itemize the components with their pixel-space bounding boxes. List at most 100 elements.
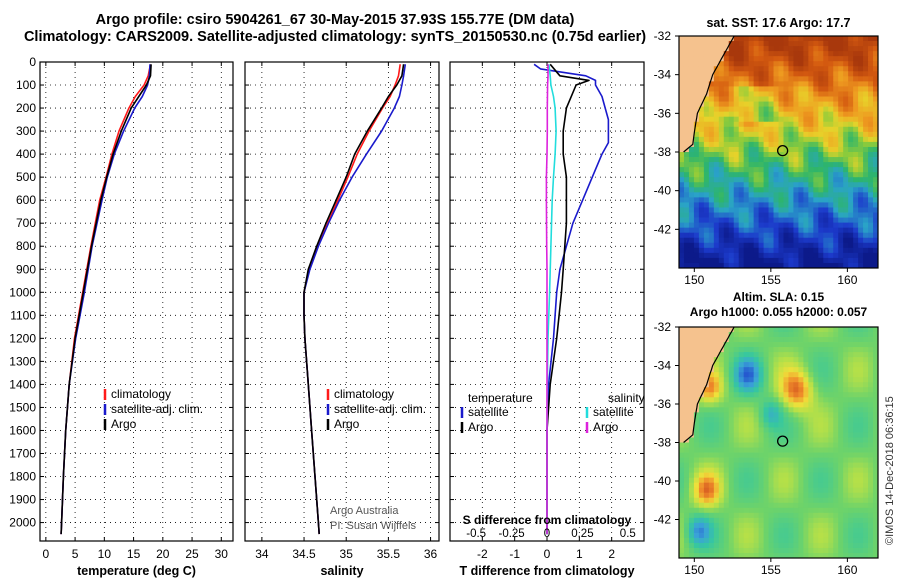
map-cell xyxy=(793,152,799,158)
map-cell xyxy=(713,96,720,102)
map-cell xyxy=(853,342,859,348)
map-cell xyxy=(748,121,755,128)
map-cell xyxy=(703,101,710,108)
map-cell xyxy=(828,452,834,458)
map-cell xyxy=(803,242,809,249)
map-cell xyxy=(838,116,844,123)
map-cell xyxy=(853,357,859,363)
map-cell xyxy=(743,352,750,358)
map-cell xyxy=(693,417,700,423)
map-cell xyxy=(788,352,794,358)
map-cell xyxy=(778,377,784,383)
map-cell xyxy=(713,362,720,368)
map-cell xyxy=(768,497,774,504)
map-cell xyxy=(863,422,869,428)
map-cell xyxy=(788,497,794,504)
map-cell xyxy=(688,412,695,418)
map-cell xyxy=(823,527,829,534)
map-cell xyxy=(679,257,685,264)
map-cell xyxy=(833,71,839,77)
map-cell xyxy=(783,116,789,123)
map-cell xyxy=(683,502,690,509)
xtick-label-4: 36 xyxy=(424,547,438,561)
map-cell xyxy=(713,207,720,213)
map-cell xyxy=(703,227,710,234)
map-cell xyxy=(813,157,819,163)
map-cell xyxy=(763,131,769,138)
map-cell xyxy=(873,247,879,254)
map-cell xyxy=(778,81,784,87)
map-cell xyxy=(778,247,784,254)
map-cell xyxy=(863,512,869,519)
map-cell xyxy=(833,377,839,383)
map-cell xyxy=(863,337,869,343)
map-cell xyxy=(778,552,784,559)
map-cell xyxy=(803,152,809,158)
map-cell xyxy=(708,247,715,254)
map-cell xyxy=(708,527,715,534)
map-cell xyxy=(773,257,779,264)
map-cell xyxy=(823,76,829,82)
map-cell xyxy=(868,437,874,443)
map-cell xyxy=(853,111,859,118)
map-cell xyxy=(773,372,779,378)
map-cell xyxy=(738,247,745,254)
map-cell xyxy=(853,252,859,259)
map-cell xyxy=(873,552,879,559)
map-cell xyxy=(788,106,794,113)
map-cell xyxy=(773,547,779,554)
map-cell xyxy=(838,417,844,423)
map-cell xyxy=(748,527,755,534)
map-cell xyxy=(773,252,779,259)
map-cell xyxy=(728,517,735,524)
map-cell xyxy=(768,91,774,97)
map-cell xyxy=(708,447,715,453)
map-cell xyxy=(853,101,859,108)
map-cell xyxy=(778,352,784,358)
map-cell xyxy=(783,81,789,87)
map-cell xyxy=(768,327,774,333)
map-cell xyxy=(698,542,705,549)
map-cell xyxy=(743,61,750,67)
map-cell xyxy=(798,532,804,539)
map-cell xyxy=(793,502,799,509)
map-cell xyxy=(683,472,690,479)
map-cell xyxy=(728,157,735,163)
map-cell xyxy=(863,452,869,458)
map-cell xyxy=(813,232,819,239)
map-cell xyxy=(778,217,784,224)
map-cell xyxy=(813,187,819,193)
map-cell xyxy=(858,512,864,519)
map-cell xyxy=(768,207,774,213)
map-cell xyxy=(753,46,760,52)
map-cell xyxy=(848,482,854,489)
map-cell xyxy=(813,167,819,173)
map-cell xyxy=(743,126,750,133)
map-cell xyxy=(773,402,779,408)
map-cell xyxy=(828,487,834,494)
map-cell xyxy=(748,172,755,178)
map-cell xyxy=(773,492,779,499)
map-cell xyxy=(828,522,834,529)
map-cell xyxy=(708,177,715,183)
map-cell xyxy=(798,457,804,463)
map-cell xyxy=(843,552,849,559)
map-cell xyxy=(748,497,755,504)
map-cell xyxy=(679,182,685,188)
map-cell xyxy=(838,407,844,413)
map-cell xyxy=(808,387,814,393)
map-cell xyxy=(683,66,690,72)
map-cell xyxy=(798,402,804,408)
map-cell xyxy=(823,207,829,213)
map-cell xyxy=(798,482,804,489)
map-cell xyxy=(763,257,769,264)
xtick-label-4: 20 xyxy=(156,547,170,561)
map-cell xyxy=(693,121,700,128)
map-cell xyxy=(708,537,715,544)
map-cell xyxy=(868,232,874,239)
map-cell xyxy=(698,126,705,133)
map-cell xyxy=(848,537,854,544)
map-cell xyxy=(868,81,874,87)
map-cell xyxy=(679,527,685,534)
